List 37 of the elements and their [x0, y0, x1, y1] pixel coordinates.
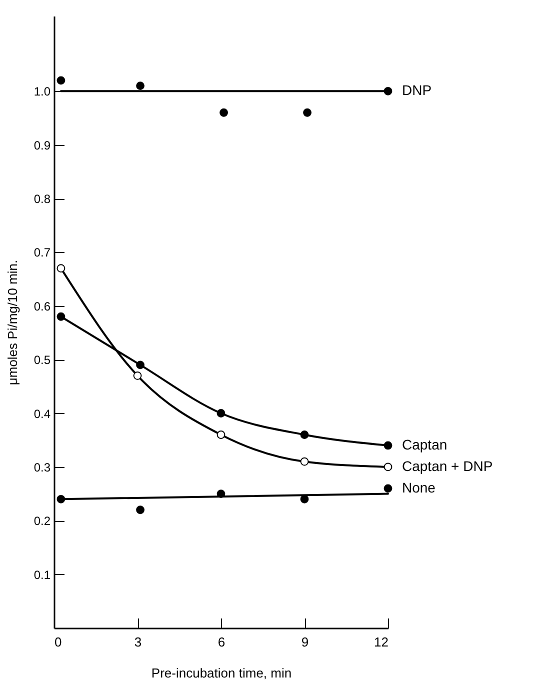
- x-tick-label: 9: [301, 634, 309, 650]
- point: [220, 108, 228, 117]
- point: [56, 264, 66, 273]
- point: [303, 108, 312, 117]
- point: [384, 484, 392, 493]
- point: [300, 457, 309, 466]
- point: [384, 462, 392, 472]
- point: [133, 371, 142, 380]
- y-tick-label: 0.7: [34, 246, 51, 260]
- point: [136, 506, 144, 514]
- point: [56, 312, 66, 321]
- series-label: Captan + DNP: [402, 458, 493, 474]
- series-label: None: [402, 479, 436, 496]
- point: [384, 441, 392, 450]
- x-tick-label: 12: [374, 634, 388, 650]
- point: [136, 82, 144, 90]
- x-tick-label: 0: [54, 634, 62, 650]
- y-tick-label: 0.9: [34, 138, 51, 152]
- point: [300, 430, 309, 439]
- y-tick-label: 0.8: [34, 192, 51, 206]
- y-axis-title: μmoles Pi/mg/10 min.: [4, 260, 20, 386]
- y-tick-label: 0.5: [34, 353, 51, 368]
- x-tick-label: 6: [218, 634, 226, 650]
- point: [216, 430, 226, 439]
- x-tick-label: 3: [134, 634, 142, 650]
- point: [216, 409, 226, 418]
- y-tick-label: 0.2: [34, 514, 51, 528]
- y-tick-label: 0.6: [34, 299, 51, 314]
- x-axis-title: Pre-incubation time, min: [151, 666, 292, 680]
- series-label: DNP: [402, 82, 432, 98]
- y-tick-label: 0.1: [34, 568, 51, 582]
- point: [56, 76, 66, 85]
- y-tick-label: 0.3: [34, 460, 51, 474]
- y-tick-label: 1.0: [34, 84, 51, 99]
- y-tick-label: 0.4: [34, 406, 51, 421]
- series-label: Captan: [402, 436, 448, 452]
- point: [136, 360, 144, 370]
